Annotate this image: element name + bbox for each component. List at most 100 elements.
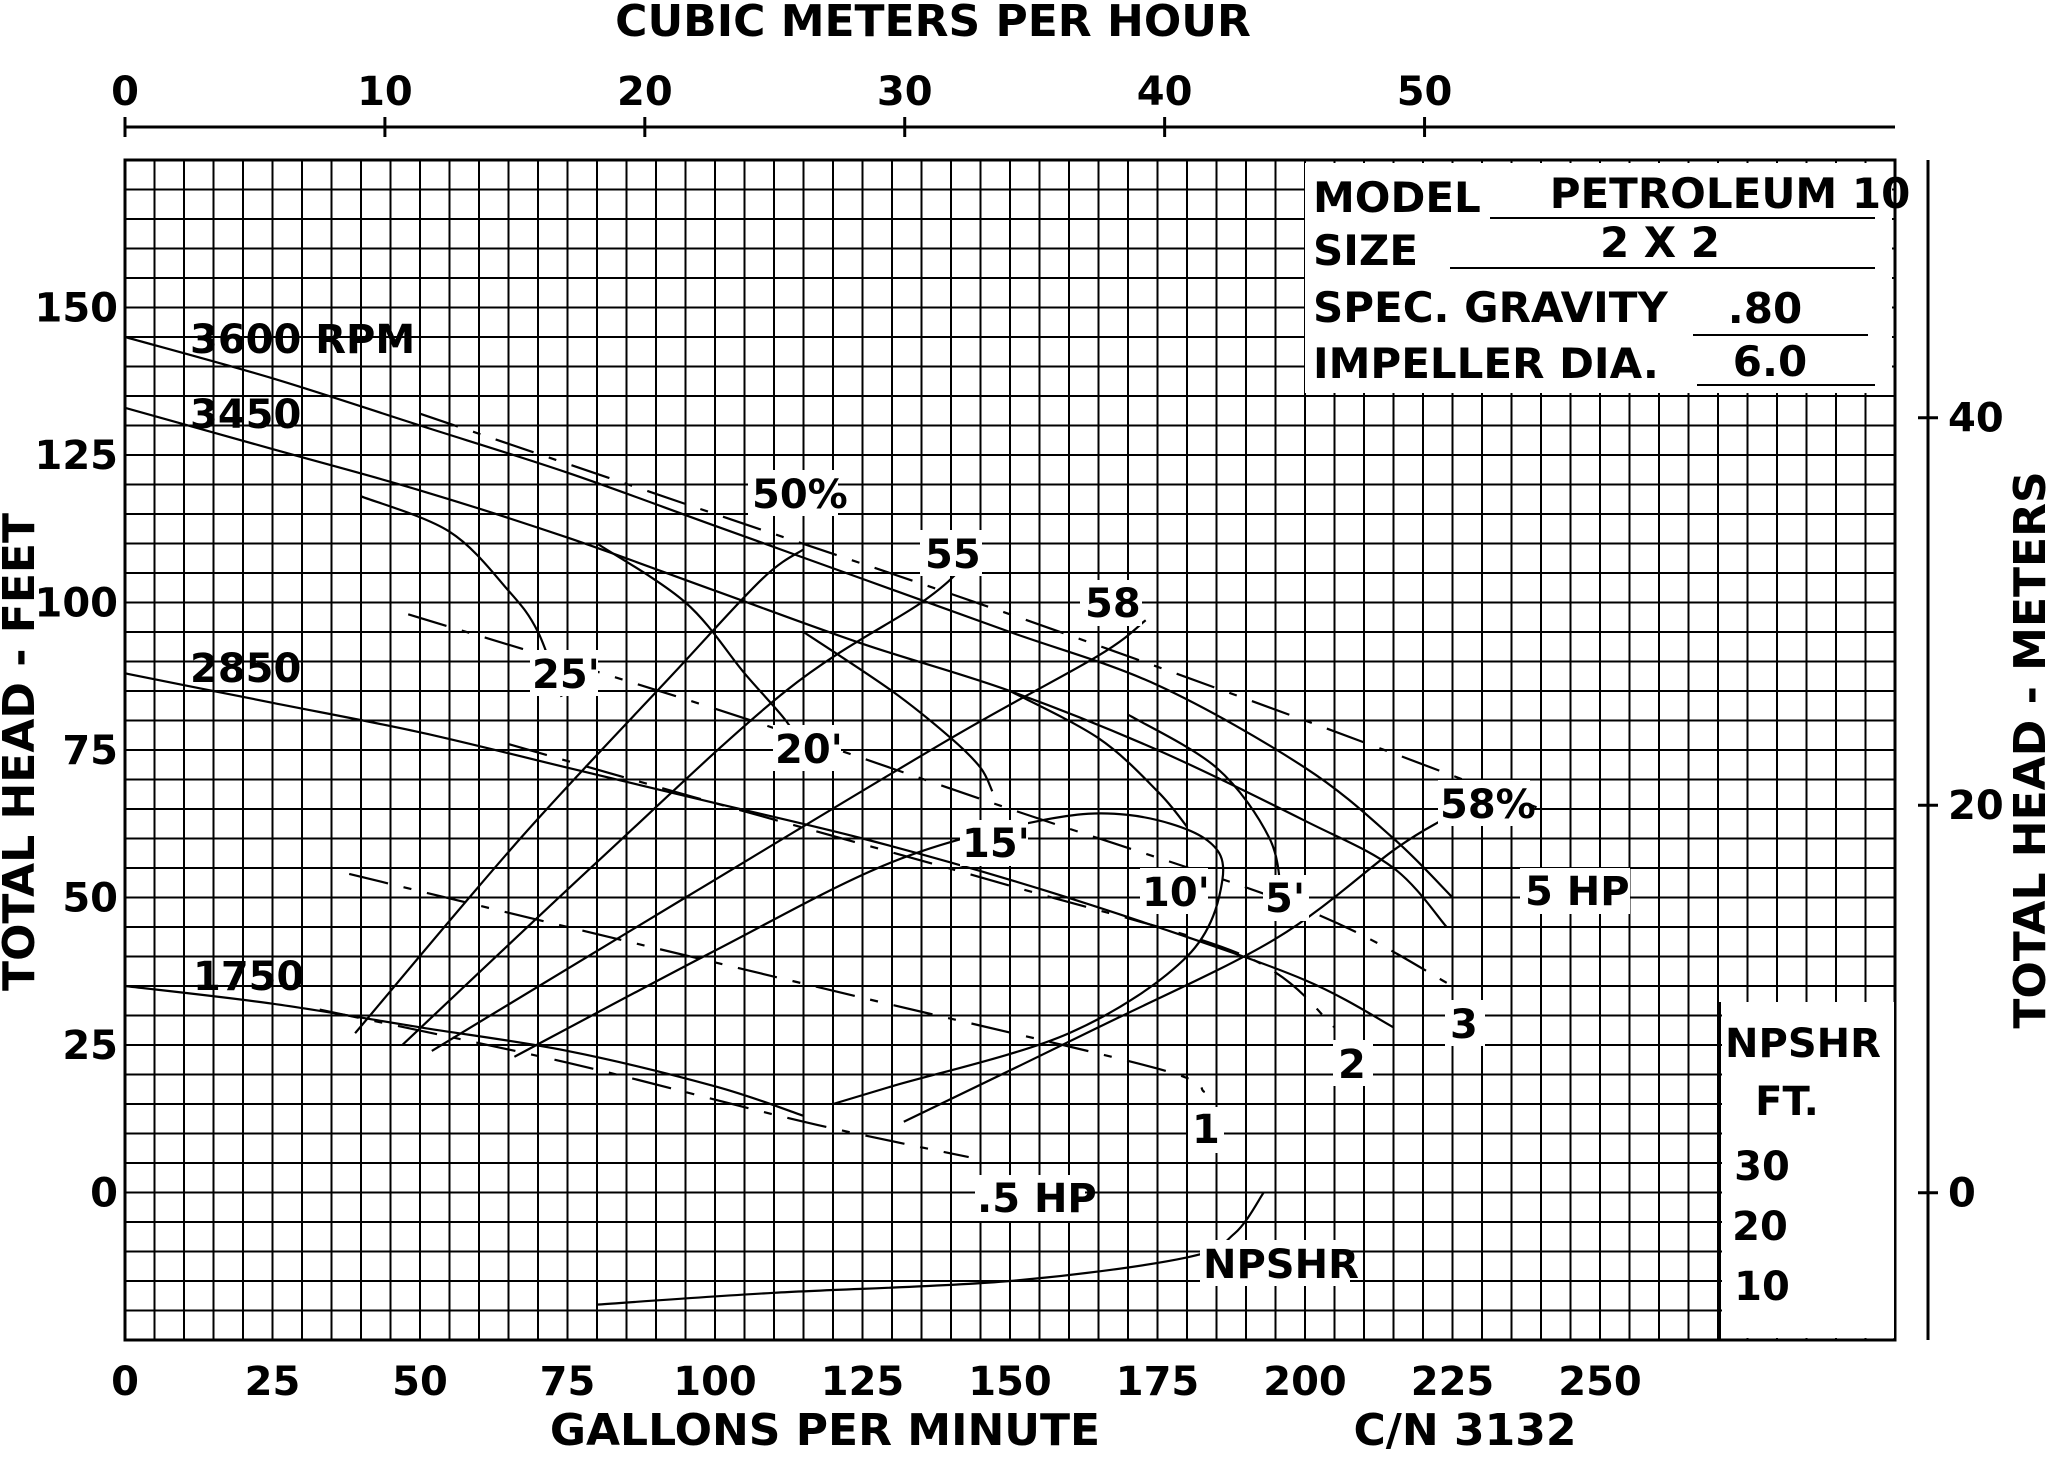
label-bg-5ft	[1263, 875, 1309, 921]
plot-frame	[123, 158, 1897, 1342]
y-tick-label: 125	[35, 433, 119, 479]
label-bg-10ft	[1140, 868, 1208, 914]
x-tick-label: 100	[673, 1359, 757, 1405]
spec-gravity-value: .80	[1728, 284, 1802, 333]
y-tick-label: 25	[62, 1023, 118, 1069]
catalog-number: C/N 3132	[1354, 1405, 1577, 1456]
label-npsha-20: 20'	[775, 727, 843, 773]
bottom-axis-title: GALLONS PER MINUTE	[550, 1405, 1100, 1456]
power-curve-5-hp	[319, 1008, 969, 1159]
y2-tick-label: 20	[1948, 783, 2004, 829]
label-2850: 2850	[190, 646, 301, 692]
y2-tick-label: 40	[1948, 396, 2004, 442]
npsha-curve-15	[802, 631, 994, 792]
right-axis-ticks: 0 20 40	[1918, 396, 2004, 1217]
label-power-3: 3	[1450, 1002, 1478, 1048]
x-tick-label: 25	[245, 1359, 301, 1405]
label-npsha-10: 10'	[1142, 870, 1210, 916]
right-axis-title: TOTAL HEAD - METERS	[2005, 471, 2054, 1028]
x-tick-label: 0	[111, 1359, 139, 1405]
label-eff-58pct: 58%	[1440, 782, 1536, 828]
label-power-05hp: .5 HP	[977, 1176, 1097, 1222]
efficiency-curve-58	[431, 619, 1147, 1052]
npsha-curve-5	[1127, 713, 1283, 898]
npshr-curve-npshr	[596, 1191, 1265, 1306]
x-tick-label: 200	[1263, 1359, 1347, 1405]
y-tick-label: 100	[35, 581, 119, 627]
spec-box-bg	[1305, 163, 1892, 393]
label-npsha-15: 15'	[962, 821, 1030, 867]
npsha-curve-10	[1009, 690, 1188, 828]
x2-tick-label: 30	[877, 69, 933, 115]
spec-gravity-key: SPEC. GRAVITY	[1313, 283, 1668, 332]
label-eff-55: 55	[925, 532, 981, 578]
chart-curves	[124, 335, 1542, 1306]
spec-impeller-key: IMPELLER DIA.	[1313, 339, 1659, 388]
left-axis-title: TOTAL HEAD - FEET	[0, 513, 45, 991]
curve-labels: 3600 RPM 3450 2850 1750 50% 55 58 58% 25…	[190, 317, 1630, 1288]
x-tick-label: 75	[540, 1359, 596, 1405]
x-tick-label: 175	[1116, 1359, 1200, 1405]
npshr-scale-title: NPSHR	[1725, 1021, 1881, 1067]
efficiency-curve-58	[903, 819, 1442, 1123]
power-curve-1	[348, 872, 1206, 1094]
y2-tick-label: 0	[1948, 1171, 1976, 1217]
npshr-tick-20: 20	[1732, 1204, 1788, 1250]
label-eff-50: 50%	[752, 472, 848, 518]
x-tick-label: 225	[1411, 1359, 1495, 1405]
label-bg-55	[920, 530, 982, 576]
head-curve-2850	[124, 672, 1395, 1029]
y-tick-label: 0	[90, 1171, 118, 1217]
efficiency-curve-50	[354, 548, 805, 1034]
label-power-5hp: 5 HP	[1525, 869, 1630, 915]
spec-size-value: 2 X 2	[1600, 218, 1720, 267]
efficiency-curve-55	[401, 566, 964, 1046]
x2-tick-label: 40	[1137, 69, 1193, 115]
label-bg-05hp	[975, 1175, 1085, 1221]
npsha-curve-20	[596, 542, 805, 751]
npshr-scale-unit: FT.	[1755, 1079, 1819, 1125]
label-power-1: 1	[1192, 1107, 1220, 1153]
label-bg-npshr	[1200, 1240, 1350, 1286]
label-npsha-25: 25'	[532, 652, 600, 698]
spec-model-key: MODEL	[1313, 173, 1481, 222]
x-tick-label: 50	[392, 1359, 448, 1405]
label-bg-50	[748, 470, 838, 516]
npshr-tick-10: 10	[1734, 1264, 1790, 1310]
x2-tick-label: 10	[357, 69, 413, 115]
bottom-axis-ticks: 0 25 50 75 100 125 150 175 200 225 250	[111, 1359, 1642, 1405]
label-bg-5hp	[1520, 868, 1630, 914]
label-bg-15ft	[960, 820, 1028, 866]
label-bg-58pct	[1438, 780, 1530, 826]
head-curve-3600-rpm	[124, 335, 1454, 899]
x-tick-label: 125	[821, 1359, 905, 1405]
label-bg-58	[1080, 580, 1142, 626]
label-bg-20ft	[773, 725, 841, 771]
efficiency-curve-58	[513, 812, 1225, 1106]
power-curve-5-hp	[419, 412, 1542, 811]
spec-model-value: PETROLEUM 10	[1550, 169, 1911, 218]
label-3600-rpm: 3600 RPM	[190, 317, 415, 363]
spec-box: MODEL PETROLEUM 10 SIZE 2 X 2 SPEC. GRAV…	[1305, 163, 1910, 393]
npshr-scale-bg	[1722, 1002, 1894, 1338]
left-axis-ticks: 0 25 50 75 100 125 150	[35, 286, 119, 1217]
y-tick-label: 150	[35, 286, 119, 332]
label-bg-25ft	[530, 650, 598, 696]
x2-tick-label: 20	[617, 69, 673, 115]
label-bg-1hp	[1188, 1107, 1224, 1153]
head-curve-3450	[124, 406, 1448, 928]
top-axis-title: CUBIC METERS PER HOUR	[615, 0, 1251, 47]
y-tick-label: 75	[62, 728, 118, 774]
label-3450: 3450	[190, 392, 301, 438]
label-eff-58: 58	[1085, 581, 1141, 627]
npshr-tick-30: 30	[1734, 1144, 1790, 1190]
head-curve-1750	[124, 984, 804, 1117]
power-curve-2	[508, 743, 1336, 1029]
spec-impeller-value: 6.0	[1733, 337, 1807, 386]
spec-size-key: SIZE	[1313, 226, 1418, 275]
label-bg-3hp	[1445, 1000, 1485, 1046]
x-tick-label: 150	[968, 1359, 1052, 1405]
x-tick-label: 250	[1558, 1359, 1642, 1405]
npshr-scale: NPSHR FT. 30 20 10	[1719, 1002, 1894, 1340]
